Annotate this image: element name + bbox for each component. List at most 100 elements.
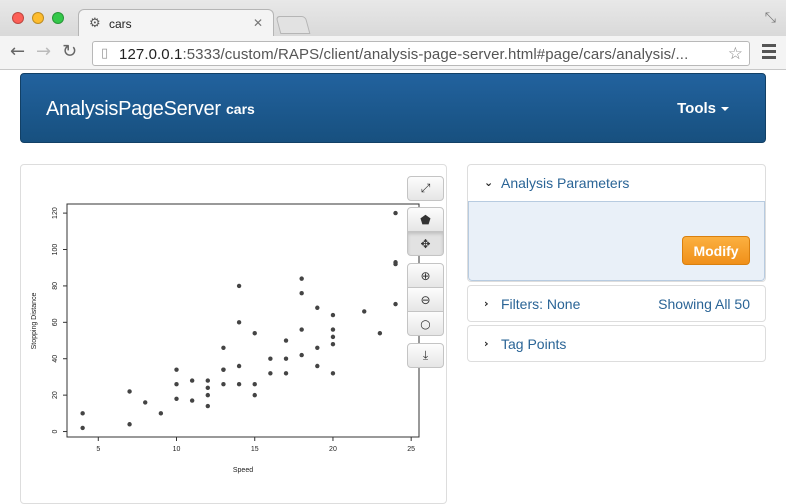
zoom-out-button[interactable]: ⊖ [407,287,444,312]
data-point[interactable] [252,382,257,387]
modify-button[interactable]: Modify [682,236,750,265]
data-point[interactable] [315,305,320,310]
bookmark-star-icon[interactable]: ☆ [727,44,743,64]
tab-title: cars [109,17,132,31]
minimize-window-button[interactable] [32,12,44,24]
data-point[interactable] [283,338,289,343]
data-point[interactable] [283,356,289,361]
data-point[interactable] [143,400,148,405]
close-window-button[interactable] [12,12,24,24]
plot-frame [66,203,420,438]
analysis-parameters-header[interactable]: ⌄ Analysis Parameters [468,165,765,201]
forward-arrow-icon[interactable]: → [36,41,52,62]
data-point[interactable] [174,396,179,401]
data-point[interactable] [174,382,179,387]
data-point[interactable] [268,356,273,361]
tag-button[interactable]: ⬟ [407,207,444,232]
data-point[interactable] [236,363,242,369]
data-point[interactable] [330,341,336,347]
browser-tab[interactable]: ⚙ cars ✕ [78,9,274,37]
data-point[interactable] [236,283,242,289]
data-point[interactable] [236,382,242,387]
browser-toolbar: ← → ↻ ▯ 127.0.0.1:5333/custom/RAPS/clien… [0,36,786,70]
data-point[interactable] [174,367,179,372]
data-point[interactable] [205,385,210,391]
data-point[interactable] [299,290,304,296]
close-icon[interactable]: ✕ [252,16,263,30]
data-point[interactable] [330,371,336,376]
data-point[interactable] [252,331,257,336]
analysis-parameters-title: Analysis Parameters [501,175,630,191]
zoom-in-icon: ⊕ [420,268,431,283]
y-tick-label: 20 [52,391,59,399]
data-point[interactable] [315,363,320,369]
circle-icon: ○ [420,316,431,331]
y-axis-label: Stopping Distance [31,292,38,349]
data-point[interactable] [330,334,336,340]
data-point[interactable] [236,320,242,325]
filters-header[interactable]: › Filters: None Showing All 50 [468,286,765,322]
app-navbar: AnalysisPageServer cars Tools [20,73,766,143]
tag-points-panel: › Tag Points [467,325,766,362]
data-point[interactable] [283,371,289,376]
y-tick-label: 60 [52,318,59,326]
data-point[interactable] [299,352,304,358]
scatter-plot[interactable]: 5 10 15 20 25 0 20 40 60 80 100 120 Speed Stopping … [21,165,446,501]
data-point[interactable] [377,331,383,336]
x-tick-label: 15 [251,446,259,453]
download-button[interactable]: ⤓ [407,343,444,368]
data-point[interactable] [330,312,336,318]
data-point[interactable] [393,210,398,216]
brand-title[interactable]: AnalysisPageServer [46,98,221,120]
data-point[interactable] [393,301,398,307]
y-tick-label: 0 [52,429,59,433]
filters-status: Showing All 50 [658,296,750,312]
data-point[interactable] [189,378,195,383]
reload-icon[interactable]: ↻ [62,41,78,62]
expand-button[interactable]: ⤢ [407,176,444,201]
data-point[interactable] [299,327,304,332]
tag-points-header[interactable]: › Tag Points [468,326,765,362]
data-point[interactable] [330,327,336,332]
caret-down-icon [721,107,729,112]
data-point[interactable] [252,392,257,398]
data-point[interactable] [158,411,164,416]
zoom-in-button[interactable]: ⊕ [407,263,444,288]
expand-icon: ⤢ [420,181,431,195]
menu-icon[interactable] [762,44,776,62]
data-point[interactable] [299,276,304,281]
fullscreen-icon[interactable]: ⤡ [764,10,776,26]
data-point[interactable] [221,345,226,351]
x-tick-label: 5 [96,446,100,453]
data-point[interactable] [205,403,210,409]
move-button[interactable]: ✥ [407,231,444,256]
data-point[interactable] [221,382,226,387]
data-point[interactable] [393,260,398,265]
analysis-parameters-body: Modify [468,201,765,281]
data-point[interactable] [80,425,85,431]
maximize-window-button[interactable] [52,12,64,24]
page-icon: ▯ [101,46,109,61]
x-tick-label: 10 [173,446,181,453]
new-tab-button[interactable] [275,16,311,34]
data-point[interactable] [205,378,210,383]
back-arrow-icon[interactable]: ← [10,41,26,62]
data-point[interactable] [205,392,210,398]
chevron-right-icon: › [484,297,489,310]
data-point[interactable] [268,371,273,376]
address-bar[interactable]: ▯ 127.0.0.1:5333/custom/RAPS/client/anal… [92,41,750,66]
filters-title: Filters: None [501,296,581,312]
data-point[interactable] [189,398,195,403]
data-point[interactable] [221,367,226,372]
data-point[interactable] [127,422,132,427]
tag-icon: ⬟ [420,212,431,227]
reset-zoom-button[interactable]: ○ [407,311,444,336]
data-point[interactable] [80,411,85,416]
data-point[interactable] [315,345,320,351]
tools-menu[interactable]: Tools [677,100,729,117]
data-point[interactable] [362,309,367,314]
zoom-out-icon: ⊖ [420,292,431,307]
url-text: 127.0.0.1:5333/custom/RAPS/client/analys… [119,46,689,63]
data-point[interactable] [127,389,132,394]
browser-tab-bar: ⚙ cars ✕ ⤡ [0,0,786,37]
